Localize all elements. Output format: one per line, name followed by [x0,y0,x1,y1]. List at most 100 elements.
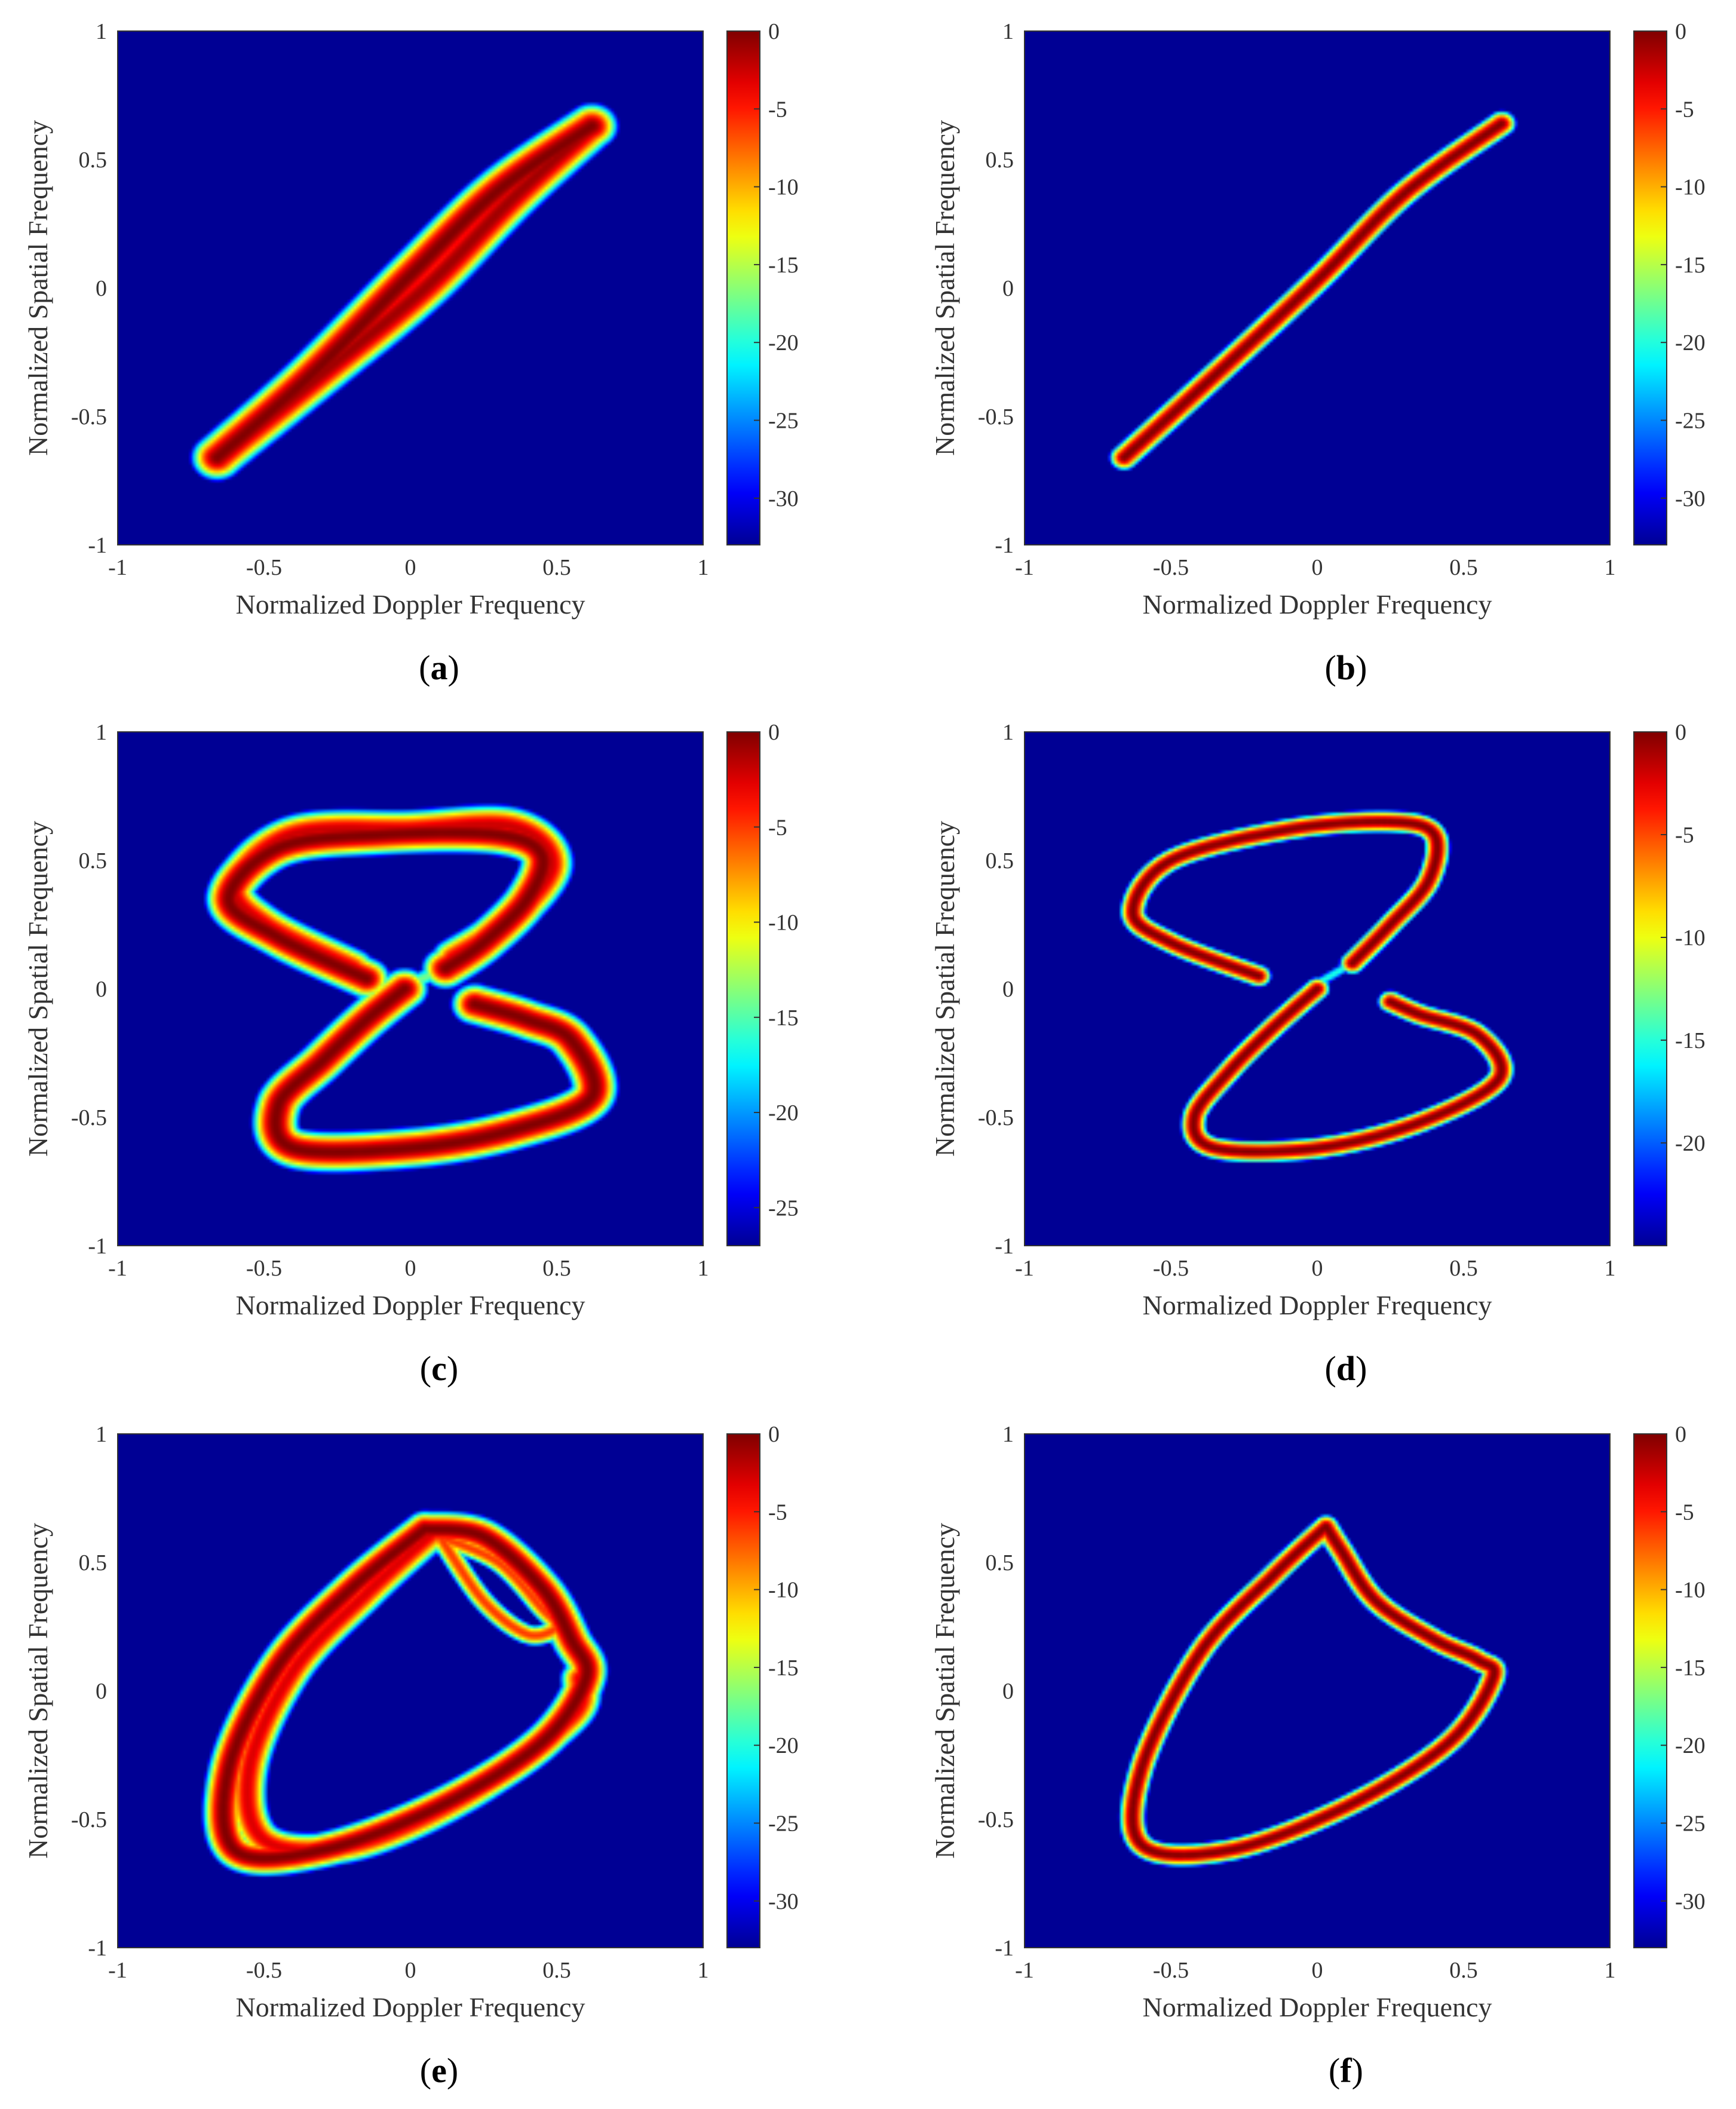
y-tick-label: 0.5 [986,848,1014,873]
colorbar [1633,731,1667,1246]
colorbar [1633,30,1667,545]
x-tick-label: -1 [108,1958,127,1983]
colorbar-tick-label: -20 [1675,1733,1706,1758]
colorbar-tick-label: -15 [768,1006,799,1031]
y-tick-label: 0.5 [986,1550,1014,1575]
colorbar-tick-label: 0 [1675,1422,1686,1447]
colorbar-tick-label: -10 [768,1578,799,1603]
colorbar [726,731,760,1246]
colorbar-tick-label: -25 [1675,409,1706,434]
plot-frame [117,731,704,1246]
x-tick-label: -0.5 [246,1256,282,1281]
y-tick-label: 1 [96,1422,107,1447]
panel-c: -1 -0.5 0 0.5 1 -1 -0.5 0 0.5 1 Normalized Doppler… [23,720,799,1388]
x-tick-label: 0 [1312,1256,1323,1281]
y-tick-label: 0 [96,1679,107,1704]
y-tick-label: -0.5 [71,1105,107,1130]
y-tick-label: -0.5 [978,1807,1014,1832]
colorbar-tick-label: -5 [768,1500,787,1525]
y-axis-label: Normalized Spatial Frequency [23,1523,53,1859]
y-tick-label: 0 [1002,977,1014,1002]
y-tick-label: 0.5 [79,848,108,873]
x-tick-label: -0.5 [1153,555,1189,580]
panel-caption: (f) [1329,2051,1363,2090]
x-tick-label: 1 [698,1958,709,1983]
heatmap-image [1025,1434,1610,1948]
colorbar [726,30,760,545]
panel-caption: (b) [1325,648,1367,687]
x-tick-label: -1 [1015,1958,1034,1983]
y-tick-label: 1 [1002,1422,1014,1447]
colorbar-tick-label: -25 [768,1195,799,1221]
colorbar-tick-label: -30 [1675,486,1706,511]
x-axis-label: Normalized Doppler Frequency [235,589,585,620]
colorbar-tick-label: -30 [1675,1889,1706,1914]
y-tick-label: 0.5 [79,1550,108,1575]
colorbar-tick-label: -5 [1675,97,1694,122]
y-tick-label: 1 [1002,720,1014,745]
y-tick-label: -1 [995,1936,1014,1961]
colorbar-tick-label: -25 [768,409,799,434]
plot-frame [1024,1433,1611,1948]
x-tick-label: 0 [405,1256,416,1281]
x-axis-label: Normalized Doppler Frequency [1142,1290,1492,1320]
heatmap-image [118,31,703,545]
heatmap-image [118,732,703,1246]
y-tick-label: 1 [96,720,107,745]
x-tick-label: 1 [698,555,709,580]
colorbar-tick-label: -15 [1675,253,1706,278]
y-tick-label: -0.5 [71,1807,107,1832]
colorbar-tick-label: 0 [1675,720,1686,745]
x-tick-label: -0.5 [1153,1256,1189,1281]
colorbar-tick-label: 0 [1675,19,1686,44]
plot-frame [117,1433,704,1948]
colorbar-tick-label: -5 [1675,1500,1694,1525]
x-tick-label: 0 [405,1958,416,1983]
x-tick-label: 0.5 [1449,1958,1478,1983]
colorbar-tick-label: -15 [768,1656,799,1681]
panel-b: -1 -0.5 0 0.5 1 -1 -0.5 0 0.5 1 Normalized Doppler… [930,19,1706,687]
colorbar-tick-label: -10 [1675,1578,1706,1603]
x-tick-label: -0.5 [246,1958,282,1983]
colorbar-tick-label: -20 [1675,1131,1706,1156]
y-tick-label: 0 [1002,276,1014,301]
panel-caption: (c) [420,1349,458,1388]
x-tick-label: -1 [1015,555,1034,580]
y-axis-label: Normalized Spatial Frequency [23,821,53,1157]
colorbar-tick-label: -5 [1675,823,1694,848]
colorbar-tick-label: -10 [1675,175,1706,200]
x-tick-label: -0.5 [1153,1958,1189,1983]
y-axis-label: Normalized Spatial Frequency [930,821,960,1157]
y-tick-label: 0 [96,977,107,1002]
panel-f: -1 -0.5 0 0.5 1 -1 -0.5 0 0.5 1 Normalized Doppler… [930,1422,1706,2090]
x-tick-label: -1 [108,1256,127,1281]
colorbar-tick-label: -15 [768,253,799,278]
panel-caption: (d) [1325,1349,1367,1388]
x-axis-label: Normalized Doppler Frequency [1142,1992,1492,2022]
y-tick-label: 0 [96,276,107,301]
colorbar [726,1433,760,1948]
x-tick-label: 0.5 [1449,1256,1478,1281]
x-tick-label: -1 [108,555,127,580]
x-axis-label: Normalized Doppler Frequency [1142,589,1492,620]
x-tick-label: 0.5 [542,555,571,580]
colorbar-tick-label: -25 [768,1811,799,1837]
x-tick-label: 0.5 [542,1256,571,1281]
panel-d: -1 -0.5 0 0.5 1 -1 -0.5 0 0.5 1 Normalized Doppler… [930,720,1706,1388]
colorbar-tick-label: -10 [768,911,799,936]
y-tick-label: 0.5 [79,148,108,173]
x-tick-label: 1 [698,1256,709,1281]
colorbar-tick-label: -5 [768,97,787,122]
colorbar-tick-label: -15 [1675,1656,1706,1681]
x-tick-label: 1 [1605,1958,1616,1983]
x-tick-label: -0.5 [246,555,282,580]
colorbar-tick-label: 0 [768,720,780,745]
colorbar-tick-label: -20 [768,330,799,355]
heatmap-image [1025,31,1610,545]
colorbar-tick-label: -25 [1675,1811,1706,1837]
plot-frame [1024,30,1611,545]
colorbar-tick-label: -10 [768,175,799,200]
colorbar-tick-label: -20 [768,1733,799,1758]
panel-a: -1 -0.5 0 0.5 1 -1 -0.5 0 0.5 1 Normalized Doppler… [23,19,799,687]
